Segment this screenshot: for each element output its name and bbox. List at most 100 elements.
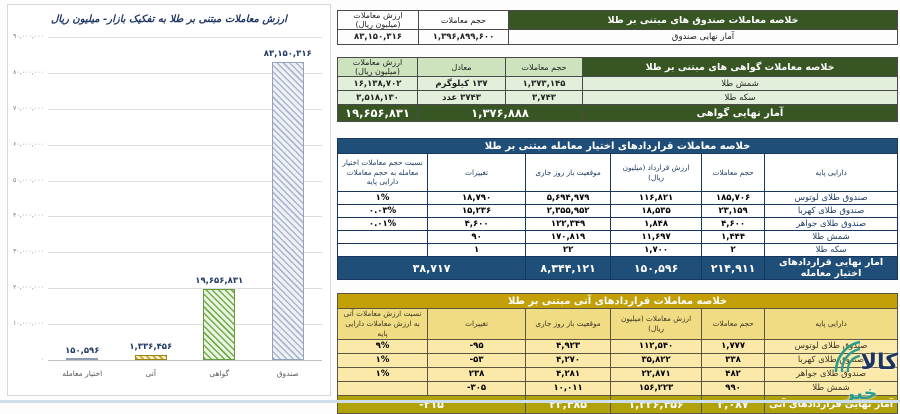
gridline [48, 288, 322, 290]
bar-value-label: ۱۹,۶۵۶,۸۳۱ [195, 276, 244, 286]
bar-3 [203, 289, 236, 360]
y-tick-label: ۶۰,۰۰۰,۰۰۰ [12, 140, 44, 148]
chart-panel: ارزش معاملات مبتنی بر طلا به تفکیک بازار… [7, 4, 331, 396]
futures-final-volume: ۳,۰۸۷ [701, 394, 766, 414]
bar-2 [134, 355, 167, 360]
table-row: شمش طلا ۹۹۰ ۱۵۶,۲۲۳ ۱۰,۰۱۱ -۳۰۵ [336, 380, 899, 396]
open-cell: ۲,۳۵۵,۹۵۲ [525, 204, 612, 218]
table-row: شمش طلا ۱,۳۷۳,۱۴۵ ۱۳۷ کیلوگرم ۱۶,۱۳۸,۷۰۲ [337, 76, 898, 91]
options-open-header: موقعیت باز روز جاری [525, 153, 612, 192]
options-final-label: آمار نهایی قراردادهای اختیار معامله [764, 256, 899, 280]
change-cell: ۹۰ [427, 230, 527, 244]
asset-cell: صندوق طلای جواهر [764, 217, 899, 231]
certificate-final-label: آمار نهایی گواهی [582, 104, 898, 122]
fund-table-title: خلاصه معاملات صندوق های مبتنی بر طلا [508, 10, 898, 30]
certificate-final-value: ۱۹,۶۵۶,۸۳۱ [337, 104, 418, 122]
volume-cell: ۱۸۵,۷۰۶ [701, 191, 766, 205]
volume-cell: ۳,۷۴۳ [505, 90, 583, 105]
options-volume-header: حجم معاملات [701, 153, 766, 192]
y-tick-label: ۲۰,۰۰۰,۰۰۰ [12, 284, 44, 292]
change-cell: ۱ [427, 243, 527, 257]
open-cell: ۴,۹۲۳ [525, 338, 612, 354]
ratio-cell: ۹% [336, 338, 429, 354]
table-row: سکه طلا ۳,۷۴۳ ۳۷۴۳ عدد ۳,۵۱۸,۱۳۰ [337, 90, 898, 105]
open-cell: ۱۲۲,۳۴۹ [525, 217, 612, 231]
futures-volume-header: حجم معاملات [701, 308, 766, 340]
value-cell: ۱۶,۱۳۸,۷۰۲ [337, 76, 418, 91]
ratio-cell: ۱% [336, 191, 429, 205]
value-cell: ۱,۷۰۰ [610, 243, 703, 257]
futures-summary-table: خلاصه معاملات قراردادهای آتی مبتنی بر طل… [336, 293, 899, 414]
ratio-cell [336, 230, 429, 244]
table-row: آمار نهایی قراردادهای آتی ۳,۰۸۷ ۱,۳۳۶,۴۵… [336, 394, 899, 414]
open-cell: ۴,۲۸۱ [525, 366, 612, 382]
table-row: صندوق طلای کهربا ۳۳۸ ۳۵,۸۲۲ ۴,۲۷۰ -۵۳ ۱% [336, 352, 899, 368]
asset-cell: سکه طلا [764, 243, 899, 257]
options-table-title: خلاصه معاملات قراردادهای اختیار معامله م… [336, 138, 899, 154]
open-cell: ۱۷۰,۸۱۹ [525, 230, 612, 244]
asset-cell: صندوق طلای لوتوس [764, 191, 899, 205]
equivalent-cell: ۱۳۷ کیلوگرم [417, 76, 506, 91]
open-cell: ۱۰,۰۱۱ [525, 380, 612, 396]
gridline [48, 37, 322, 38]
futures-ratio-header: نسبت ارزش معاملات آتی به ارزش معاملات دا… [336, 308, 429, 340]
futures-open-header: موقعیت باز روز جاری [525, 308, 612, 340]
gridline [48, 324, 322, 326]
asset-cell: صندوق طلای جواهر [764, 366, 899, 382]
table-row: خلاصه معاملات قراردادهای آتی مبتنی بر طل… [336, 293, 899, 309]
table-row: خلاصه معاملات گواهی های مبتنی بر طلا حجم… [337, 57, 898, 77]
fund-final-value: ۸۳,۱۵۰,۳۱۶ [337, 29, 419, 45]
bar-value-label: ۸۳,۱۵۰,۳۱۶ [263, 49, 312, 59]
gridline [48, 72, 322, 74]
chart-x-axis: اختیار معامله آتی گواهی صندوق [48, 365, 322, 387]
volume-cell: ۱,۳۷۳,۱۴۵ [505, 76, 583, 91]
certificate-final-volume: ۱,۳۷۶,۸۸۸ [417, 104, 583, 122]
bar-value-label: ۱,۳۳۶,۴۵۶ [129, 342, 173, 352]
futures-value-header: ارزش معاملات (میلیون ریال) [610, 308, 703, 340]
table-row: خلاصه معاملات قراردادهای اختیار معامله م… [336, 138, 899, 154]
options-change-header: تغییرات [427, 153, 527, 192]
asset-cell: شمش طلا [764, 380, 899, 396]
options-ratio-header: نسبت حجم معاملات اختیار معامله به حجم مع… [336, 153, 429, 192]
report-canvas: ارزش معاملات مبتنی بر طلا به تفکیک بازار… [0, 4, 900, 414]
table-row: دارایی پایه حجم معاملات ارزش معاملات (می… [336, 308, 899, 340]
bar-value-label: ۱۵۰,۵۹۶ [65, 346, 100, 356]
volume-cell: ۲۳,۱۵۹ [701, 204, 766, 218]
chart-title: ارزش معاملات مبتنی بر طلا به تفکیک بازار… [51, 14, 287, 25]
futures-final-label: آمار نهایی قراردادهای آتی [764, 394, 899, 414]
value-cell: ۱۵۶,۲۲۳ [610, 380, 703, 396]
ratio-cell: ۰.۰۳% [336, 204, 429, 218]
bar-4 [271, 62, 304, 360]
fund-value-header: ارزش معاملات (میلیون ریال) [337, 10, 419, 30]
ratio-cell: ۱% [336, 352, 429, 368]
fund-summary-table: خلاصه معاملات صندوق های مبتنی بر طلا حجم… [337, 10, 898, 45]
chart-y-axis: ۰ ۱۰,۰۰۰,۰۰۰ ۲۰,۰۰۰,۰۰۰ ۳۰,۰۰۰,۰۰۰ ۴۰,۰۰۰,۰۰… [10, 33, 46, 363]
value-cell: ۱۱۶,۸۲۱ [610, 191, 703, 205]
volume-cell: ۴۸۲ [701, 366, 766, 382]
change-cell: ۱۵,۲۳۶ [427, 204, 527, 218]
table-row: آمار نهایی قراردادهای اختیار معامله ۲۱۴,… [336, 256, 899, 280]
volume-cell: ۱,۴۴۴ [701, 230, 766, 244]
change-cell: ۱۸,۷۹۰ [427, 191, 527, 205]
change-cell: ۴,۶۰۰ [427, 217, 527, 231]
asset-cell: سکه طلا [582, 90, 898, 105]
value-cell: ۱۱۲,۵۴۰ [610, 338, 703, 354]
gridline [48, 180, 322, 182]
certificate-table-title: خلاصه معاملات گواهی های مبتنی بر طلا [582, 57, 898, 77]
table-row: شمش طلا ۱,۴۴۴ ۱۱,۶۹۷ ۱۷۰,۸۱۹ ۹۰ [336, 230, 899, 244]
y-tick-label: ۴۰,۰۰۰,۰۰۰ [12, 212, 44, 220]
ratio-cell [336, 243, 429, 257]
change-cell: ۲۳۸ [427, 366, 527, 382]
y-tick-label: ۵۰,۰۰۰,۰۰۰ [12, 176, 44, 184]
gridline [48, 252, 322, 254]
y-tick-label: ۷۰,۰۰۰,۰۰۰ [12, 104, 44, 112]
volume-cell: ۴,۶۰۰ [701, 217, 766, 231]
value-cell: ۳,۵۱۸,۱۳۰ [337, 90, 418, 105]
fund-volume-header: حجم معاملات [418, 10, 509, 30]
asset-cell: صندوق طلای کهربا [764, 352, 899, 368]
certificate-equivalent-header: معادل [417, 57, 506, 77]
options-final-change: ۳۸,۷۱۷ [336, 256, 527, 280]
options-final-value: ۱۵۰,۵۹۶ [610, 256, 703, 280]
table-row: صندوق طلای لوتوس ۱۸۵,۷۰۶ ۱۱۶,۸۲۱ ۵,۶۹۴,۹۷۹ ۱… [336, 191, 899, 205]
bottom-edge-strip [0, 400, 900, 403]
